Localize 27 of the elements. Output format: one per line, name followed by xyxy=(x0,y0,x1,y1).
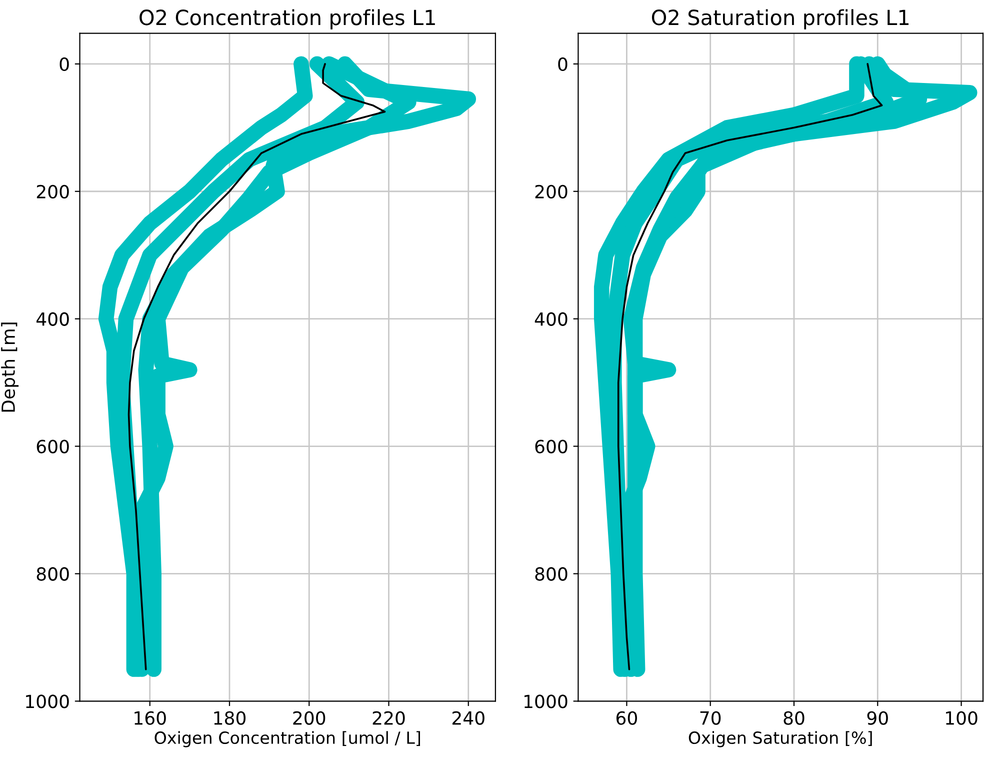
x-tick-label: 160 xyxy=(134,711,166,725)
y-axis-title: Depth [m] xyxy=(1,322,19,412)
x-tick-label: 180 xyxy=(214,711,246,725)
y-tick-label: 0 xyxy=(60,57,69,72)
y-tick-label: 800 xyxy=(36,567,69,581)
x-tick-label: 240 xyxy=(452,711,484,725)
x-tick-label: 80 xyxy=(784,711,804,725)
x-axis-title: Oxigen Saturation [%] xyxy=(688,731,872,748)
y-tick-label: 600 xyxy=(535,440,568,454)
chart-title: O2 Saturation profiles L1 xyxy=(652,9,909,30)
x-tick-label: 90 xyxy=(867,711,888,725)
x-tick-label: 60 xyxy=(616,711,637,725)
x-tick-label: 220 xyxy=(372,711,405,725)
x-axis-title: Oxigen Concentration [umol / L] xyxy=(154,731,420,748)
y-tick-label: 400 xyxy=(36,312,69,326)
x-tick-label: 200 xyxy=(293,711,326,725)
y-tick-label: 800 xyxy=(535,567,568,581)
x-tick-label: 70 xyxy=(700,711,721,725)
y-tick-label: 1000 xyxy=(26,694,69,708)
y-tick-label: 600 xyxy=(36,440,69,454)
chart-title: O2 Concentration profiles L1 xyxy=(140,9,435,30)
y-tick-label: 1000 xyxy=(524,694,568,708)
x-tick-label: 100 xyxy=(946,711,978,725)
y-tick-label: 400 xyxy=(534,312,568,326)
y-tick-label: 200 xyxy=(36,184,69,198)
y-tick-label: 200 xyxy=(535,184,568,198)
y-tick-label: 0 xyxy=(558,57,568,72)
